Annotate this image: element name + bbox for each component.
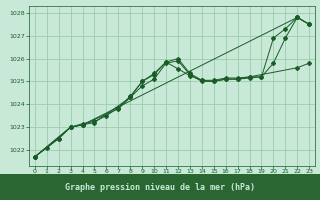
Text: Graphe pression niveau de la mer (hPa): Graphe pression niveau de la mer (hPa) [65,182,255,192]
